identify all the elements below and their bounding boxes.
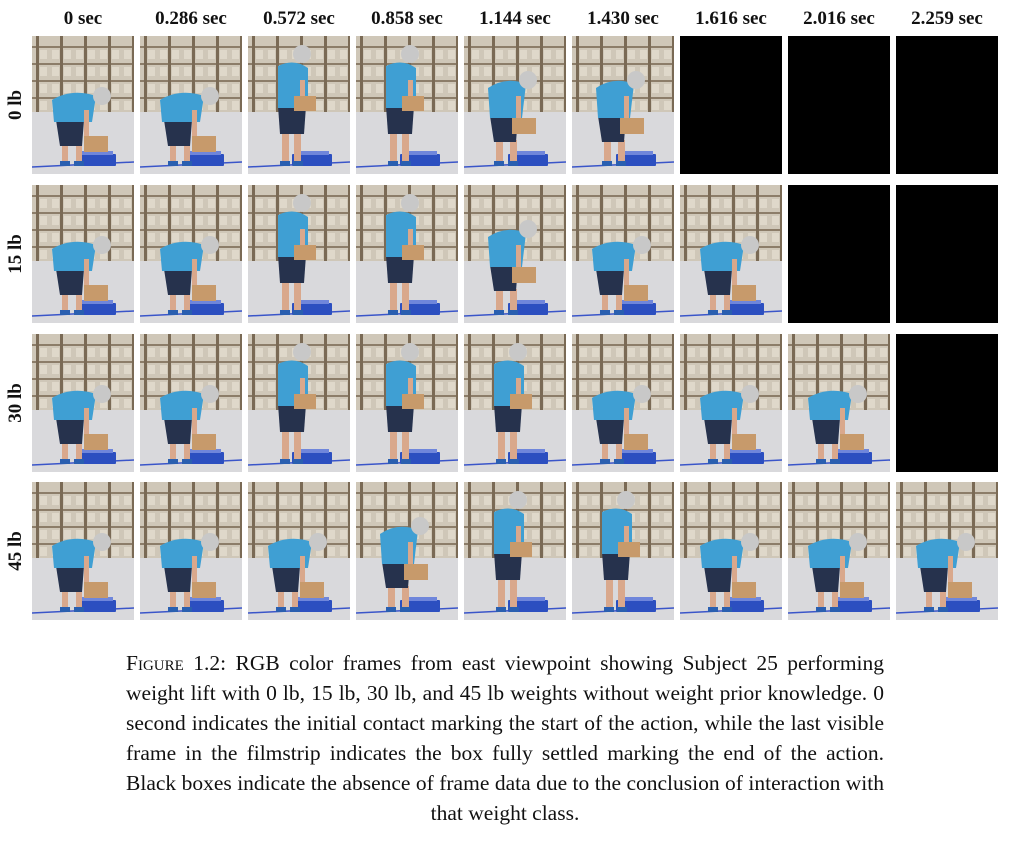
video-frame [140, 482, 242, 620]
video-frame [356, 482, 458, 620]
time-label: 0 sec [63, 8, 103, 29]
blank-frame [896, 36, 998, 174]
video-frame [32, 36, 134, 174]
video-frame [248, 185, 350, 323]
caption-number: 1.2: [193, 651, 227, 675]
video-frame [248, 334, 350, 472]
time-label: 0.572 sec [263, 8, 335, 29]
video-frame [572, 334, 674, 472]
video-frame [140, 185, 242, 323]
video-frame [32, 334, 134, 472]
blank-frame [788, 36, 890, 174]
time-label: 1.616 sec [695, 8, 767, 29]
weight-label-text: 45 lb [5, 531, 27, 571]
video-frame [140, 334, 242, 472]
blank-frame [896, 334, 998, 472]
video-frame [140, 36, 242, 174]
video-frame [248, 36, 350, 174]
blank-frame [680, 36, 782, 174]
video-frame [788, 334, 890, 472]
weight-row-label: 30 lb [2, 334, 30, 472]
video-frame [680, 334, 782, 472]
caption-text: RGB color frames from east viewpoint sho… [126, 651, 885, 825]
blank-frame [896, 185, 998, 323]
time-label: 0.858 sec [371, 8, 443, 29]
time-label: 2.016 sec [803, 8, 875, 29]
video-frame [32, 185, 134, 323]
weight-row-label: 45 lb [2, 482, 30, 620]
video-frame [572, 482, 674, 620]
video-frame [464, 36, 566, 174]
video-frame [680, 185, 782, 323]
weight-label-text: 30 lb [5, 383, 27, 423]
video-frame [896, 482, 998, 620]
weight-row-label: 0 lb [2, 36, 30, 174]
time-label: 0.286 sec [155, 8, 227, 29]
caption-label: Figure [126, 651, 184, 675]
video-frame [464, 185, 566, 323]
video-frame [464, 482, 566, 620]
video-frame [572, 185, 674, 323]
video-frame [32, 482, 134, 620]
time-label: 1.430 sec [587, 8, 659, 29]
video-frame [680, 482, 782, 620]
weight-label-text: 0 lb [5, 89, 27, 121]
time-label: 1.144 sec [479, 8, 551, 29]
video-frame [248, 482, 350, 620]
video-frame [572, 36, 674, 174]
video-frame [356, 185, 458, 323]
figure-caption: Figure 1.2: RGB color frames from east v… [126, 648, 884, 828]
weight-label-text: 15 lb [5, 234, 27, 274]
video-frame [788, 482, 890, 620]
video-frame [464, 334, 566, 472]
blank-frame [788, 185, 890, 323]
video-frame [356, 36, 458, 174]
video-frame [356, 334, 458, 472]
weight-row-label: 15 lb [2, 185, 30, 323]
time-label: 2.259 sec [911, 8, 983, 29]
